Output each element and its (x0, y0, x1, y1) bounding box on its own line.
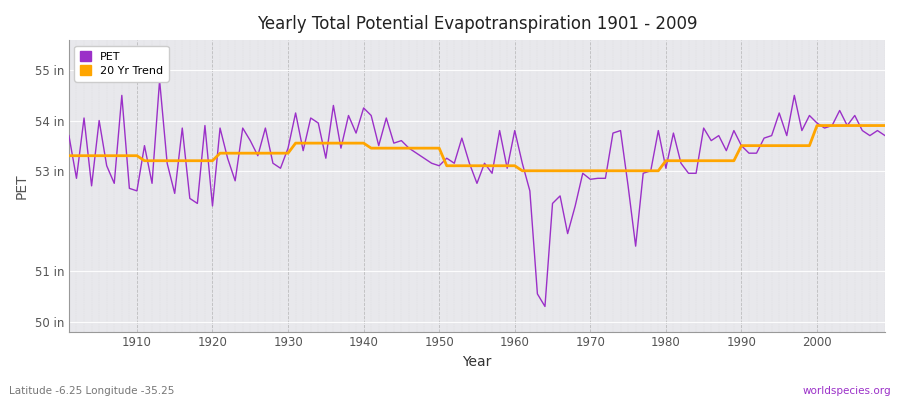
PET (64, 133, 75, 138)
PET (124, 186, 135, 191)
PET (517, 161, 527, 166)
20 Yr Trend (64, 153, 75, 158)
PET (879, 133, 890, 138)
X-axis label: Year: Year (463, 355, 491, 369)
20 Yr Trend (812, 123, 823, 128)
20 Yr Trend (502, 163, 513, 168)
PET (615, 128, 626, 133)
PET (154, 78, 165, 83)
20 Yr Trend (517, 168, 527, 173)
Legend: PET, 20 Yr Trend: PET, 20 Yr Trend (75, 46, 168, 82)
Line: PET: PET (69, 80, 885, 306)
20 Yr Trend (608, 168, 618, 173)
Text: Latitude -6.25 Longitude -35.25: Latitude -6.25 Longitude -35.25 (9, 386, 175, 396)
20 Yr Trend (336, 141, 346, 146)
Y-axis label: PET: PET (15, 173, 29, 199)
PET (540, 304, 551, 309)
20 Yr Trend (509, 163, 520, 168)
PET (343, 113, 354, 118)
Title: Yearly Total Potential Evapotranspiration 1901 - 2009: Yearly Total Potential Evapotranspiratio… (256, 15, 698, 33)
20 Yr Trend (124, 153, 135, 158)
PET (298, 148, 309, 153)
20 Yr Trend (879, 123, 890, 128)
20 Yr Trend (290, 141, 301, 146)
Line: 20 Yr Trend: 20 Yr Trend (69, 126, 885, 171)
Text: worldspecies.org: worldspecies.org (803, 386, 891, 396)
PET (509, 128, 520, 133)
